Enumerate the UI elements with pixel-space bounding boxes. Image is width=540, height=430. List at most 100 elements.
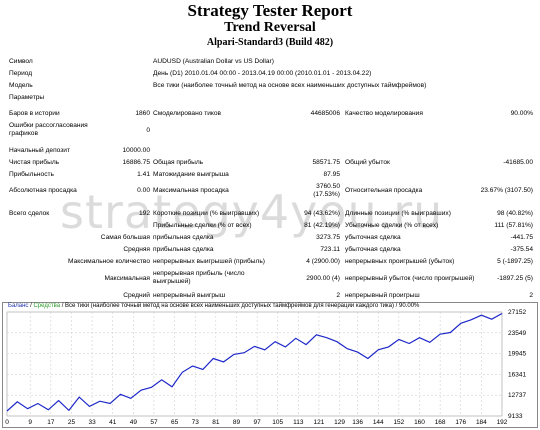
abs-dd-label: Абсолютная просадка <box>9 187 77 194</box>
errors-value: 0 <box>146 127 150 134</box>
rel-dd-label: Относительная просадка <box>345 187 423 194</box>
legend-separator: / <box>28 303 34 309</box>
errors-label: Ошибки рассогласования графиков <box>9 122 88 137</box>
maximal-loss-value: -1897.25 (5) <box>497 275 533 282</box>
pf-label: Прибыльность <box>9 171 54 178</box>
x-tick-label: 0 <box>5 419 9 426</box>
period-label: Период <box>9 70 33 77</box>
x-tick-label: 65 <box>171 419 179 426</box>
model-label: Модель <box>9 82 33 89</box>
plot-area <box>6 311 503 417</box>
max-losses-value: 5 (-1897.25) <box>497 258 533 265</box>
maximal-profit-label: непрерывная прибыль (число выигрышей) <box>153 270 245 285</box>
y-tick-label: 12737 <box>508 392 526 399</box>
x-tick-label: 144 <box>373 419 384 426</box>
long-value: 98 (40.82%) <box>497 210 533 217</box>
max-label: Максимальное количество <box>68 258 150 265</box>
deposit-value: 10000.00 <box>122 147 150 154</box>
x-tick-label: 168 <box>435 419 446 426</box>
net-label: Чистая прибыль <box>9 159 60 166</box>
avg-losses-value: 2 <box>529 292 533 299</box>
long-label: Длинные позиции (% выигравших) <box>345 210 451 217</box>
y-tick-label: 16341 <box>508 371 526 378</box>
avg2-label: Средний <box>123 292 150 299</box>
largest-profit-label: прибыльная сделка <box>153 234 214 241</box>
x-tick-label: 81 <box>212 419 220 426</box>
gross-loss-value: -41685.00 <box>503 159 533 166</box>
gross-profit-value: 58571.75 <box>312 159 340 166</box>
x-tick-label: 176 <box>455 419 466 426</box>
y-tick-label: 27152 <box>508 309 526 316</box>
loss-trades-label: Убыточные сделки (% от всех) <box>345 222 439 229</box>
avg-wins-label: непрерывный выигрыш <box>153 292 226 299</box>
short-value: 94 (43.62%) <box>304 210 340 217</box>
trades-label: Всего сделок <box>9 210 50 217</box>
x-tick-label: 184 <box>476 419 487 426</box>
x-tick-label: 25 <box>68 419 76 426</box>
abs-dd-value: 0.00 <box>137 187 150 194</box>
ticks-value: 44685006 <box>310 110 340 117</box>
x-tick-label: 57 <box>150 419 158 426</box>
x-tick-label: 121 <box>314 419 325 426</box>
x-tick-label: 192 <box>497 419 508 426</box>
balance-chart: 9133 12737 16341 19945 23549 27152 0 9 17 25 33 41 4… <box>2 302 538 428</box>
x-tick-label: 89 <box>233 419 241 426</box>
expect-value: 87.95 <box>323 171 340 178</box>
largest-loss-value: -441.75 <box>510 234 533 241</box>
pf-value: 1.41 <box>137 171 150 178</box>
x-tick-label: 33 <box>88 419 96 426</box>
x-tick-label: 129 <box>334 419 345 426</box>
quality-value: 90.00% <box>510 110 533 117</box>
x-tick-label: 105 <box>272 419 283 426</box>
symbol-label: Символ <box>9 58 33 65</box>
average-label: Средняя <box>123 246 150 253</box>
bars-label: Баров в истории <box>9 110 60 117</box>
x-tick-label: 17 <box>47 419 55 426</box>
gross-loss-label: Общий убыток <box>345 159 390 166</box>
bars-value: 1860 <box>135 110 150 117</box>
x-tick-label: 97 <box>253 419 261 426</box>
max-losses-label: непрерывных проигрышей (убыток) <box>345 258 455 265</box>
profit-trades-label: Прибыльные сделки (% от всех) <box>153 222 252 229</box>
x-tick-label: 73 <box>192 419 200 426</box>
deposit-label: Начальный депозит <box>9 147 70 154</box>
avg-loss-value: -375.54 <box>510 246 533 253</box>
largest-loss-label: убыточная сделка <box>345 234 401 241</box>
balance-line <box>6 312 503 412</box>
server-info: Alpari-Standard3 (Build 482) <box>206 37 334 48</box>
maximal-profit-value: 2900.00 (4) <box>306 275 340 282</box>
short-label: Короткие позиции (% выигравших) <box>153 210 260 217</box>
chart-legend: Баланс / Средства / Все тики (наиболее т… <box>8 303 419 309</box>
max-dd-label: Максимальная просадка <box>153 187 229 194</box>
gross-profit-label: Общая прибыль <box>153 159 204 166</box>
report-title: Strategy Tester Report <box>187 1 353 20</box>
y-tick-label: 9133 <box>508 413 523 420</box>
symbol-value: AUDUSD (Australian Dollar vs US Dollar) <box>153 58 274 65</box>
max-dd-value: 3760.50 (17.53%) <box>313 183 340 198</box>
period-value: День (D1) 2010.01.04 00:00 - 2013.04.19 … <box>153 70 372 77</box>
largest-profit-value: 3273.75 <box>316 234 340 241</box>
legend-balance: Баланс <box>8 303 29 309</box>
loss-trades-value: 111 (57.81%) <box>494 222 533 229</box>
params-label: Параметры <box>9 94 45 101</box>
legend-rest: / Все тики (наиболее точный метод на осн… <box>60 303 420 309</box>
avg-wins-value: 2 <box>336 292 340 299</box>
x-tick-label: 49 <box>130 419 138 426</box>
x-tick-label: 152 <box>393 419 404 426</box>
avg-losses-label: непрерывный проигрыш <box>345 292 420 299</box>
quality-label: Качество моделирования <box>345 110 423 117</box>
y-tick-label: 19945 <box>508 351 526 358</box>
x-tick-label: 41 <box>109 419 117 426</box>
net-value: 16886.75 <box>122 159 150 166</box>
max-wins-label: непрерывных выигрышей (прибыль) <box>153 258 265 265</box>
expect-label: Матожидание выигрыша <box>153 171 229 178</box>
maximal-loss-label: непрерывный убыток (число проигрышей) <box>345 275 475 282</box>
maximal-label: Максимальная <box>104 275 150 282</box>
avg-profit-label: прибыльная сделка <box>153 246 214 253</box>
avg-loss-label: убыточная сделка <box>345 246 401 253</box>
rel-dd-value: 23.67% (3107.50) <box>480 187 533 194</box>
x-tick-label: 113 <box>293 419 304 426</box>
max-wins-value: 4 (2900.00) <box>306 258 340 265</box>
model-value: Все тики (наиболее точный метод на основ… <box>153 82 427 89</box>
trades-value: 192 <box>138 210 150 217</box>
